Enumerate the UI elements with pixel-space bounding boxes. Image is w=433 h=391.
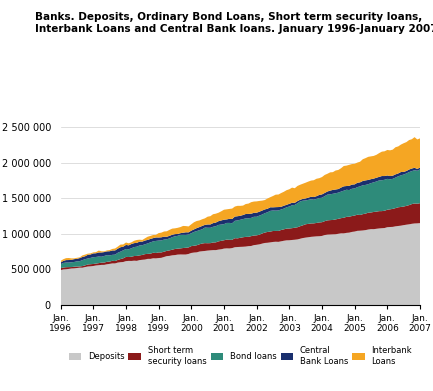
Legend: Deposits, Short term
security loans, Bond loans, Central
Bank Loans, Interbank
L: Deposits, Short term security loans, Bon… [68, 346, 412, 366]
Text: Banks. Deposits, Ordinary Bond Loans, Short term security loans,
Interbank Loans: Banks. Deposits, Ordinary Bond Loans, Sh… [35, 12, 433, 34]
